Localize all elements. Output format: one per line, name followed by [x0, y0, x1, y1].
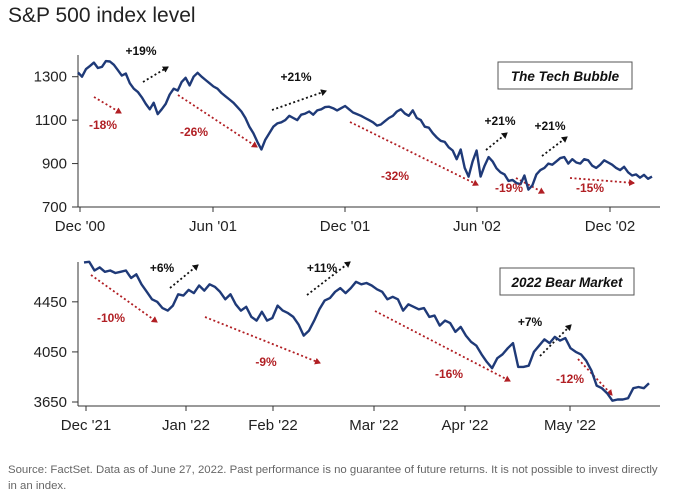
tech-bubble-panel: 700 900 1100 1300 Dec '00 Jun '01 Dec '01 Jun …: [34, 44, 660, 235]
rally-annotation: +7%: [518, 315, 543, 329]
y-tick-label: 4050: [34, 344, 67, 361]
charts-canvas: 700 900 1100 1300 Dec '00 Jun '01 Dec '01 Jun …: [34, 44, 660, 434]
y-tick-label: 1100: [35, 112, 67, 129]
page-title: S&P 500 index level: [8, 4, 196, 27]
x-tick-label: Mar '22: [349, 417, 399, 434]
rally-arrow: [539, 324, 572, 357]
chart-label: The Tech Bubble: [511, 69, 620, 84]
rally-annotation: +11%: [307, 261, 338, 275]
chart-label-box: 2022 Bear Market: [499, 267, 635, 296]
decline-annotation: -9%: [255, 355, 277, 369]
rally-annotation: +6%: [150, 261, 175, 275]
decline-annotation: -26%: [180, 125, 208, 139]
decline-arrow: [93, 96, 122, 114]
decline-annotation: -32%: [381, 169, 409, 183]
y-tick-label: 3650: [34, 394, 67, 411]
x-tick-label: Feb '22: [248, 417, 298, 434]
y-tick-label: 4450: [34, 294, 67, 311]
decline-arrow: [349, 121, 479, 186]
decline-arrow: [569, 177, 635, 187]
x-tick-label: Apr '22: [441, 417, 488, 434]
rally-annotation: +19%: [125, 44, 156, 58]
rally-annotation: +21%: [484, 114, 515, 128]
y-tick-label: 700: [42, 199, 67, 216]
bear-market-panel: 3650 4050 4450 Dec '21 Jan '22 Feb '22 Mar '2…: [34, 260, 660, 434]
chart-label-box: The Tech Bubble: [497, 61, 633, 90]
decline-annotation: -16%: [435, 367, 463, 381]
chart-label: 2022 Bear Market: [510, 275, 623, 290]
rally-arrow: [169, 264, 199, 289]
rally-arrow: [485, 132, 508, 151]
series-line: [77, 59, 653, 191]
rally-arrow: [306, 261, 351, 296]
x-tick-label: Jun '01: [189, 218, 237, 235]
x-tick-label: Jan '22: [162, 417, 210, 434]
rally-arrow: [541, 136, 568, 157]
y-tick-label: 900: [42, 156, 67, 173]
decline-annotation: -12%: [556, 372, 584, 386]
x-tick-label: May '22: [544, 417, 596, 434]
decline-arrow: [90, 274, 158, 323]
decline-annotation: -19%: [495, 181, 523, 195]
rally-arrow: [142, 66, 169, 83]
decline-arrow: [577, 358, 613, 396]
x-tick-label: Jun '02: [453, 218, 501, 235]
series-line: [83, 260, 650, 402]
x-tick-label: Dec '02: [585, 218, 635, 235]
x-tick-label: Dec '01: [320, 218, 370, 235]
decline-annotation: -15%: [576, 181, 604, 195]
y-tick-label: 1300: [34, 69, 67, 86]
source-note: Source: FactSet. Data as of June 27, 202…: [8, 464, 658, 492]
rally-annotation: +21%: [280, 70, 311, 84]
decline-arrow: [374, 310, 511, 382]
decline-arrow: [177, 94, 258, 148]
decline-annotation: -18%: [89, 118, 117, 132]
rally-annotation: +21%: [534, 119, 565, 133]
x-tick-label: Dec '21: [61, 417, 111, 434]
decline-arrow: [515, 177, 545, 194]
rally-arrow: [271, 89, 327, 111]
decline-annotation: -10%: [97, 311, 125, 325]
x-tick-label: Dec '00: [55, 218, 105, 235]
